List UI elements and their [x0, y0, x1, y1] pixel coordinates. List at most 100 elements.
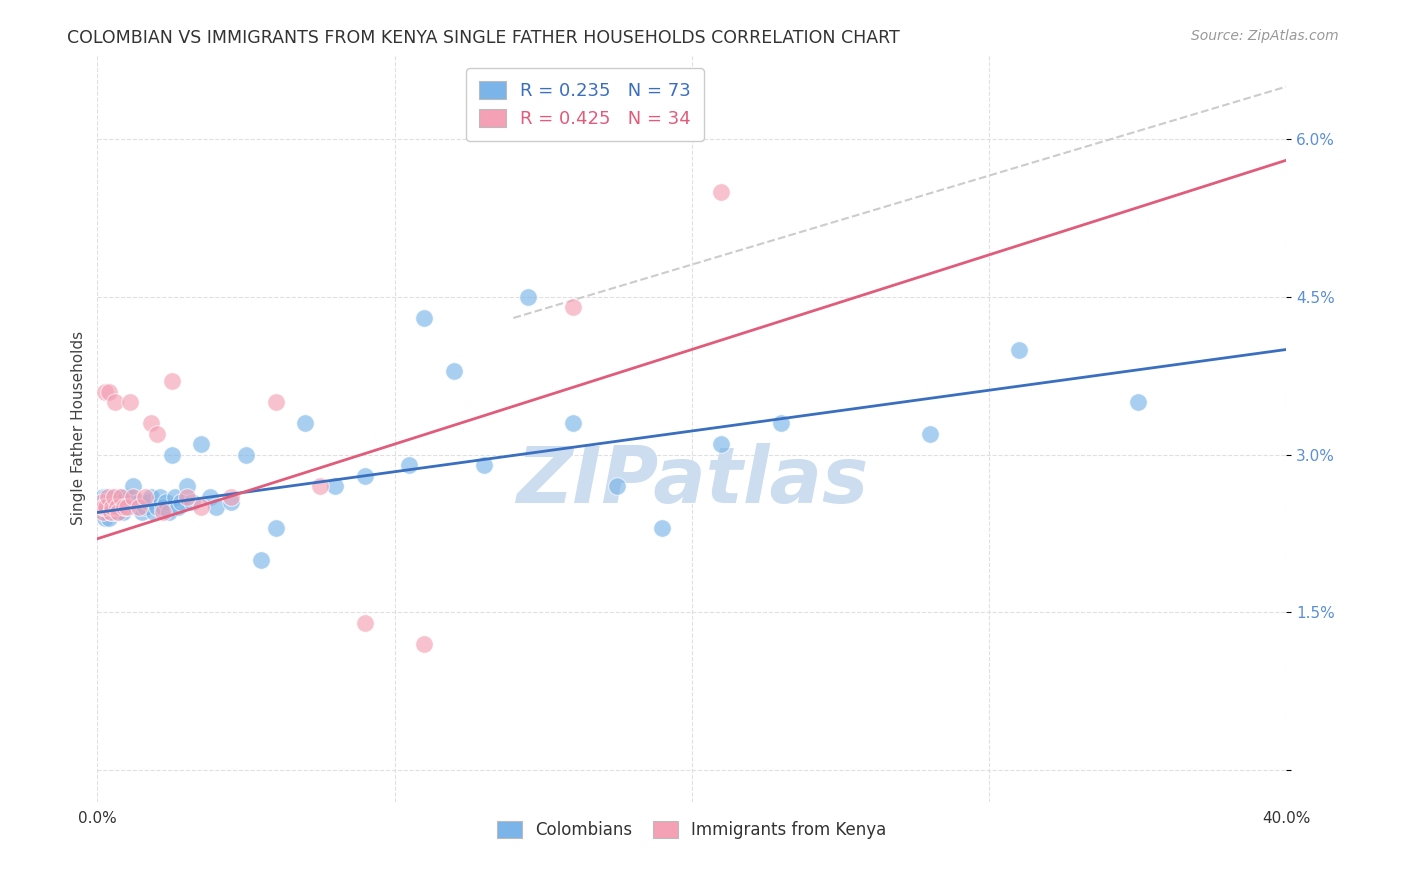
Point: [101, 500, 124, 515]
Point: [606, 479, 628, 493]
Point: [166, 500, 188, 515]
Point: [152, 500, 174, 515]
Point: [103, 490, 125, 504]
Text: Source: ZipAtlas.com: Source: ZipAtlas.com: [1191, 29, 1339, 43]
Point: [169, 495, 191, 509]
Point: [146, 500, 169, 515]
Point: [103, 506, 125, 520]
Point: [110, 495, 132, 509]
Point: [115, 500, 138, 515]
Point: [152, 506, 174, 520]
Point: [264, 521, 287, 535]
Point: [413, 637, 436, 651]
Point: [139, 416, 162, 430]
Point: [101, 495, 124, 509]
Point: [157, 506, 180, 520]
Text: ZIPatlas: ZIPatlas: [516, 442, 868, 518]
Point: [249, 553, 271, 567]
Point: [710, 437, 733, 451]
Point: [1008, 343, 1031, 357]
Point: [94, 384, 117, 399]
Point: [128, 495, 150, 509]
Point: [205, 500, 228, 515]
Point: [118, 395, 141, 409]
Point: [96, 495, 118, 509]
Point: [200, 490, 222, 504]
Point: [110, 490, 132, 504]
Point: [108, 490, 131, 504]
Point: [94, 500, 117, 515]
Point: [146, 426, 169, 441]
Point: [107, 490, 129, 504]
Point: [96, 500, 118, 515]
Point: [115, 500, 138, 515]
Point: [91, 506, 114, 520]
Point: [98, 384, 121, 399]
Point: [105, 500, 128, 515]
Point: [142, 506, 165, 520]
Point: [122, 490, 145, 504]
Point: [160, 374, 183, 388]
Point: [710, 185, 733, 199]
Point: [91, 500, 114, 515]
Point: [235, 448, 257, 462]
Point: [413, 310, 436, 325]
Point: [155, 495, 177, 509]
Point: [128, 500, 150, 515]
Point: [125, 500, 148, 515]
Point: [111, 506, 134, 520]
Point: [149, 490, 172, 504]
Point: [134, 500, 156, 515]
Point: [107, 506, 129, 520]
Point: [112, 500, 135, 515]
Point: [769, 416, 792, 430]
Point: [104, 495, 127, 509]
Point: [100, 490, 122, 504]
Point: [98, 500, 121, 515]
Point: [219, 495, 242, 509]
Point: [97, 500, 120, 515]
Point: [918, 426, 941, 441]
Point: [112, 500, 135, 515]
Point: [100, 506, 122, 520]
Point: [118, 490, 141, 504]
Point: [517, 290, 540, 304]
Point: [136, 495, 159, 509]
Point: [176, 479, 198, 493]
Legend: Colombians, Immigrants from Kenya: Colombians, Immigrants from Kenya: [491, 814, 893, 846]
Y-axis label: Single Father Households: Single Father Households: [72, 331, 86, 525]
Point: [97, 490, 120, 504]
Point: [97, 510, 120, 524]
Point: [190, 500, 212, 515]
Point: [160, 448, 183, 462]
Point: [104, 500, 127, 515]
Point: [651, 521, 673, 535]
Point: [100, 506, 122, 520]
Point: [353, 468, 375, 483]
Point: [103, 500, 125, 515]
Point: [98, 495, 121, 509]
Point: [93, 495, 115, 509]
Point: [472, 458, 495, 472]
Point: [323, 479, 346, 493]
Point: [561, 301, 583, 315]
Point: [176, 490, 198, 504]
Point: [294, 416, 316, 430]
Point: [94, 510, 117, 524]
Text: COLOMBIAN VS IMMIGRANTS FROM KENYA SINGLE FATHER HOUSEHOLDS CORRELATION CHART: COLOMBIAN VS IMMIGRANTS FROM KENYA SINGL…: [67, 29, 900, 46]
Point: [96, 490, 118, 504]
Point: [101, 500, 124, 515]
Point: [219, 490, 242, 504]
Point: [131, 506, 153, 520]
Point: [163, 490, 186, 504]
Point: [181, 495, 204, 509]
Point: [309, 479, 332, 493]
Point: [107, 495, 129, 509]
Point: [190, 437, 212, 451]
Point: [134, 490, 156, 504]
Point: [91, 490, 114, 504]
Point: [398, 458, 420, 472]
Point: [93, 500, 115, 515]
Point: [1126, 395, 1149, 409]
Point: [353, 615, 375, 630]
